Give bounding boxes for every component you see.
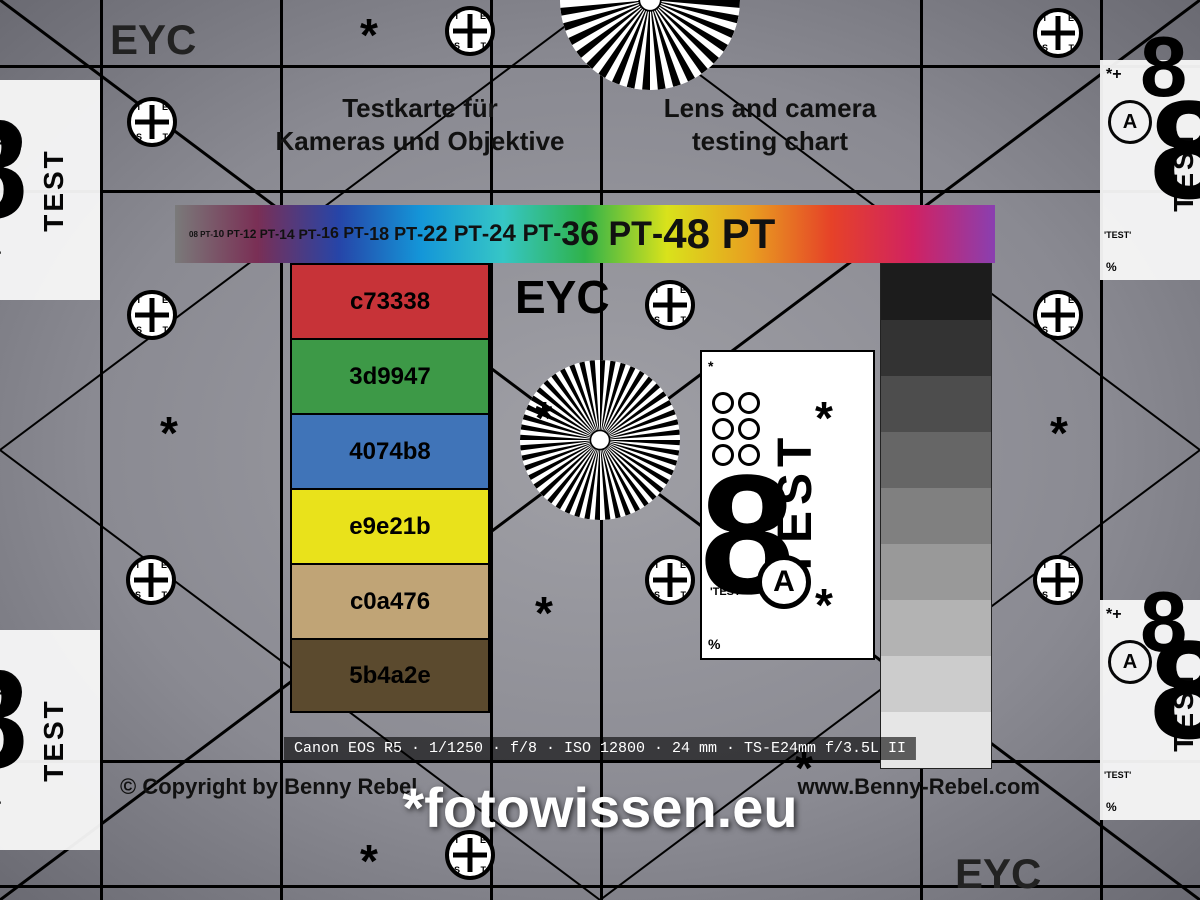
spectrum-pt-label: 08 PT xyxy=(189,230,210,239)
gray-step xyxy=(881,320,991,376)
center-eyc-label: EYC xyxy=(515,270,610,324)
source-url: www.Benny-Rebel.com xyxy=(798,774,1040,800)
asterisk-marker: * xyxy=(1050,410,1068,456)
color-swatch: 4074b8 xyxy=(290,413,490,488)
spectrum-pt-label: 24 PT xyxy=(489,220,553,248)
spectrum-pt-label: 16 PT xyxy=(321,225,364,243)
asterisk-marker: * xyxy=(535,590,553,636)
color-swatch: c0a476 xyxy=(290,563,490,638)
eyc-label: EYC xyxy=(110,16,196,64)
test-crosshair-icon: TEST xyxy=(1033,8,1083,58)
test-crosshair-icon: TEST xyxy=(1033,555,1083,605)
spectrum-pt-label: 36 PT xyxy=(561,215,652,254)
color-swatch: 3d9947 xyxy=(290,338,490,413)
test-crosshair-icon: TEST xyxy=(126,555,176,605)
edge-figure-8: 8 xyxy=(0,100,28,240)
test-crosshair-icon: TEST xyxy=(445,6,495,56)
color-swatch: 5b4a2e xyxy=(290,638,490,713)
asterisk-marker: * xyxy=(160,410,178,456)
asterisk-marker: * xyxy=(815,582,833,628)
color-swatch: e9e21b xyxy=(290,488,490,563)
spectrum-bar: 08 PT - 10 PT - 12 PT - 14 PT - 16 PT - … xyxy=(175,205,995,263)
siemens-star xyxy=(560,0,740,90)
gray-step xyxy=(881,600,991,656)
asterisk-marker: * xyxy=(535,395,553,441)
exif-overlay: Canon EOS R5 · 1/1250 · f/8 · ISO 12800 … xyxy=(284,737,916,760)
edge-figure-8: 8 xyxy=(0,650,28,790)
test-crosshair-icon: TEST xyxy=(645,280,695,330)
asterisk-marker: * xyxy=(360,12,378,58)
gray-step xyxy=(881,544,991,600)
test-crosshair-icon: TEST xyxy=(127,290,177,340)
color-swatch: c73338 xyxy=(290,263,490,338)
asterisk-marker: * xyxy=(815,395,833,441)
title-en-line2: testing chart xyxy=(692,126,848,156)
title-de-line1: Testkarte für xyxy=(342,93,498,123)
circle-a-target: A xyxy=(757,555,811,609)
title-en-line1: Lens and camera xyxy=(664,93,876,123)
spectrum-pt-label: 10 PT xyxy=(213,229,240,240)
gray-step xyxy=(881,264,991,320)
color-swatch-column: c733383d99474074b8e9e21bc0a4765b4a2e xyxy=(290,263,490,713)
test-crosshair-icon: TEST xyxy=(1033,290,1083,340)
copyright-text: © Copyright by Benny Rebel xyxy=(120,774,417,800)
spectrum-pt-label: 18 PT xyxy=(369,224,417,245)
eyc-label: EYC xyxy=(955,850,1041,898)
gray-step xyxy=(881,432,991,488)
title-de: Testkarte für Kameras und Objektive xyxy=(250,92,590,157)
test-crosshair-icon: TEST xyxy=(645,555,695,605)
gray-step-wedge xyxy=(880,263,992,769)
testing-chart: TEST*+%A'TEST'8TEST*+%A'TEST'8TEST*+%A'T… xyxy=(0,0,1200,900)
title-de-line2: Kameras und Objektive xyxy=(276,126,565,156)
gray-step xyxy=(881,376,991,432)
spectrum-pt-label: 48 PT xyxy=(663,210,775,258)
test-crosshair-icon: TEST xyxy=(127,97,177,147)
title-en: Lens and camera testing chart xyxy=(620,92,920,157)
spectrum-pt-label: 12 PT xyxy=(243,227,275,241)
figure-8-target: 8 xyxy=(1140,580,1187,665)
grid-line-v xyxy=(100,0,103,900)
gray-step xyxy=(881,488,991,544)
watermark: *fotowissen.eu xyxy=(402,775,797,840)
figure-8-target: 8 xyxy=(1140,25,1187,110)
spectrum-pt-label: 14 PT xyxy=(279,226,316,242)
gray-step xyxy=(881,656,991,712)
spectrum-pt-label: 22 PT xyxy=(423,221,482,247)
asterisk-marker: * xyxy=(360,838,378,884)
